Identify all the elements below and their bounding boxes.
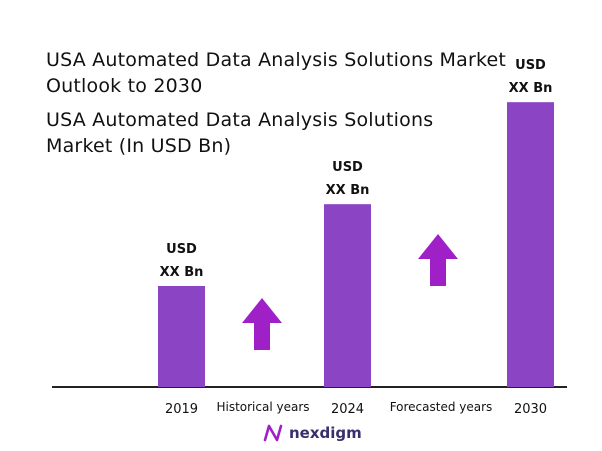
brand-logo: nexdigm: [262, 423, 362, 443]
data-label-currency-2024: USD: [332, 160, 363, 175]
bar-2019: [158, 286, 205, 387]
brand-name: nexdigm: [289, 424, 362, 442]
x-tick-label-2019: 2019: [165, 402, 198, 417]
growth-arrow-forecast-icon: [418, 234, 458, 286]
data-label-value-2024: XX Bn: [326, 183, 370, 198]
chart-title: USA Automated Data Analysis Solutions Ma…: [46, 49, 507, 97]
chart-subtitle: USA Automated Data Analysis Solutions Ma…: [46, 109, 434, 157]
data-label-value-2030: XX Bn: [509, 81, 553, 96]
period-label-1: Historical years: [216, 400, 309, 414]
x-tick-label-2030: 2030: [514, 402, 547, 417]
x-tick-label-2024: 2024: [331, 402, 364, 417]
nexdigm-logo-icon: [263, 424, 283, 442]
period-label-2: Forecasted years: [390, 400, 493, 414]
data-label-value-2019: XX Bn: [160, 265, 204, 280]
data-label-currency-2019: USD: [166, 242, 197, 257]
bar-2030: [507, 102, 554, 388]
bar-2024: [324, 204, 371, 387]
data-label-currency-2030: USD: [515, 58, 546, 73]
growth-arrow-historical-icon: [242, 298, 282, 350]
